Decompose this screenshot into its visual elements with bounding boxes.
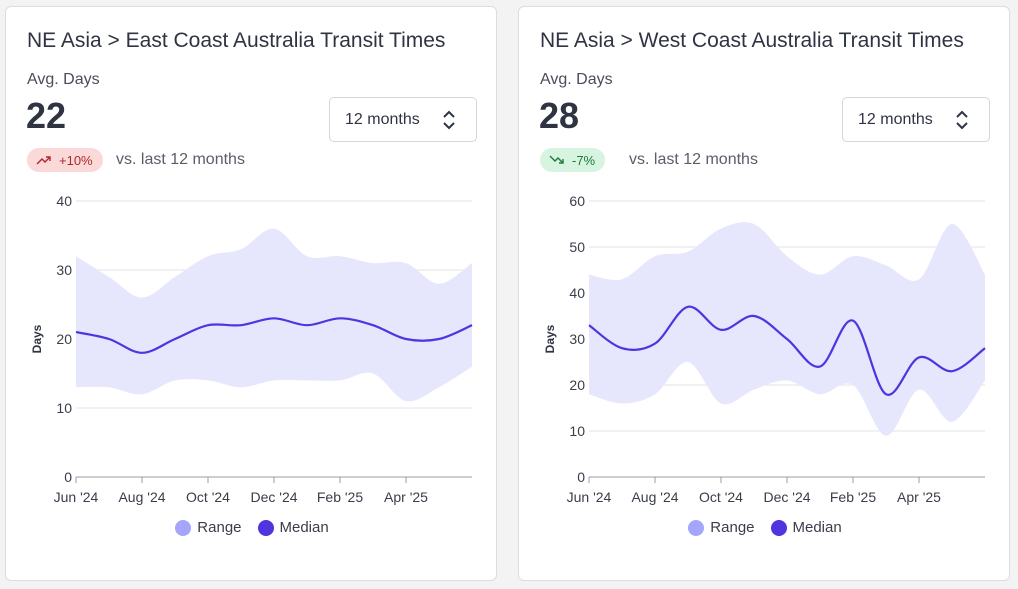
- legend-item-range[interactable]: Range: [688, 519, 755, 536]
- x-tick-label: Oct '24: [186, 489, 230, 505]
- legend-label-median: Median: [279, 519, 329, 536]
- x-tick-label: Dec '24: [763, 489, 810, 505]
- y-tick-label: 20: [569, 377, 585, 393]
- transit-time-chart: 0 10 20 30 40 50 60 Days Jun '24 Aug '24 Oct '24 De…: [543, 193, 986, 505]
- transit-card-east-coast: NE Asia > East Coast Australia Transit T…: [5, 6, 497, 581]
- range-swatch: [175, 519, 192, 536]
- median-line: [588, 305, 986, 396]
- chart-legend: Range Median: [6, 519, 498, 536]
- trend-up-icon: [36, 156, 51, 165]
- chart-legend: Range Median: [519, 519, 1011, 536]
- range-swatch: [688, 519, 705, 536]
- y-axis-label: Days: [30, 324, 44, 353]
- card-title: NE Asia > East Coast Australia Transit T…: [27, 29, 446, 52]
- trend-down-icon: [549, 155, 564, 164]
- legend-item-median[interactable]: Median: [257, 519, 329, 536]
- x-tick-label: Feb '25: [317, 489, 363, 505]
- median-swatch: [257, 519, 274, 536]
- change-badge-text: +10%: [59, 152, 93, 168]
- median-swatch: [770, 519, 787, 536]
- chevron-up-down-icon: [956, 110, 968, 130]
- avg-days-label: Avg. Days: [540, 71, 613, 88]
- comparison-text: vs. last 12 months: [116, 151, 245, 168]
- period-select[interactable]: 12 months: [842, 97, 990, 142]
- comparison-text: vs. last 12 months: [629, 151, 758, 168]
- y-tick-label: 50: [569, 239, 585, 255]
- legend-item-median[interactable]: Median: [770, 519, 842, 536]
- x-tick-label: Oct '24: [699, 489, 743, 505]
- x-tick-label: Apr '25: [384, 489, 428, 505]
- y-tick-label: 20: [56, 331, 72, 347]
- change-badge: -7%: [540, 148, 606, 172]
- period-select[interactable]: 12 months: [329, 97, 477, 142]
- y-tick-label: 30: [569, 331, 585, 347]
- y-tick-label: 40: [56, 193, 72, 209]
- avg-days-value: 28: [539, 95, 580, 136]
- x-tick-label: Aug '24: [118, 489, 165, 505]
- avg-days-label: Avg. Days: [27, 71, 100, 88]
- card-title: NE Asia > West Coast Australia Transit T…: [540, 29, 964, 52]
- range-band: [76, 228, 472, 402]
- x-tick-label: Dec '24: [250, 489, 297, 505]
- transit-card-west-coast: NE Asia > West Coast Australia Transit T…: [518, 6, 1010, 581]
- x-tick-label: Feb '25: [830, 489, 876, 505]
- period-select-value: 12 months: [345, 110, 420, 128]
- change-badge: +10%: [27, 148, 103, 172]
- y-tick-label: 0: [577, 469, 585, 485]
- median-line: [75, 317, 473, 354]
- change-badge-text: -7%: [572, 152, 596, 168]
- legend-label-range: Range: [710, 519, 755, 536]
- chevron-up-down-icon: [443, 110, 455, 130]
- legend-item-range[interactable]: Range: [175, 519, 242, 536]
- x-tick-label: Aug '24: [631, 489, 678, 505]
- range-band: [589, 222, 985, 436]
- y-axis-label: Days: [543, 324, 557, 353]
- y-tick-label: 10: [56, 400, 72, 416]
- transit-time-chart: 0 10 20 30 40 Days Jun '24 Aug '24 Oct '24 Dec '2…: [30, 193, 473, 505]
- period-select-value: 12 months: [858, 110, 933, 128]
- y-tick-label: 10: [569, 423, 585, 439]
- x-tick-label: Jun '24: [567, 489, 612, 505]
- y-tick-label: 0: [64, 469, 72, 485]
- y-tick-label: 60: [569, 193, 585, 209]
- y-tick-label: 40: [569, 285, 585, 301]
- avg-days-value: 22: [26, 95, 67, 136]
- x-tick-label: Apr '25: [897, 489, 941, 505]
- legend-label-range: Range: [197, 519, 242, 536]
- legend-label-median: Median: [792, 519, 842, 536]
- x-tick-label: Jun '24: [54, 489, 99, 505]
- y-tick-label: 30: [56, 262, 72, 278]
